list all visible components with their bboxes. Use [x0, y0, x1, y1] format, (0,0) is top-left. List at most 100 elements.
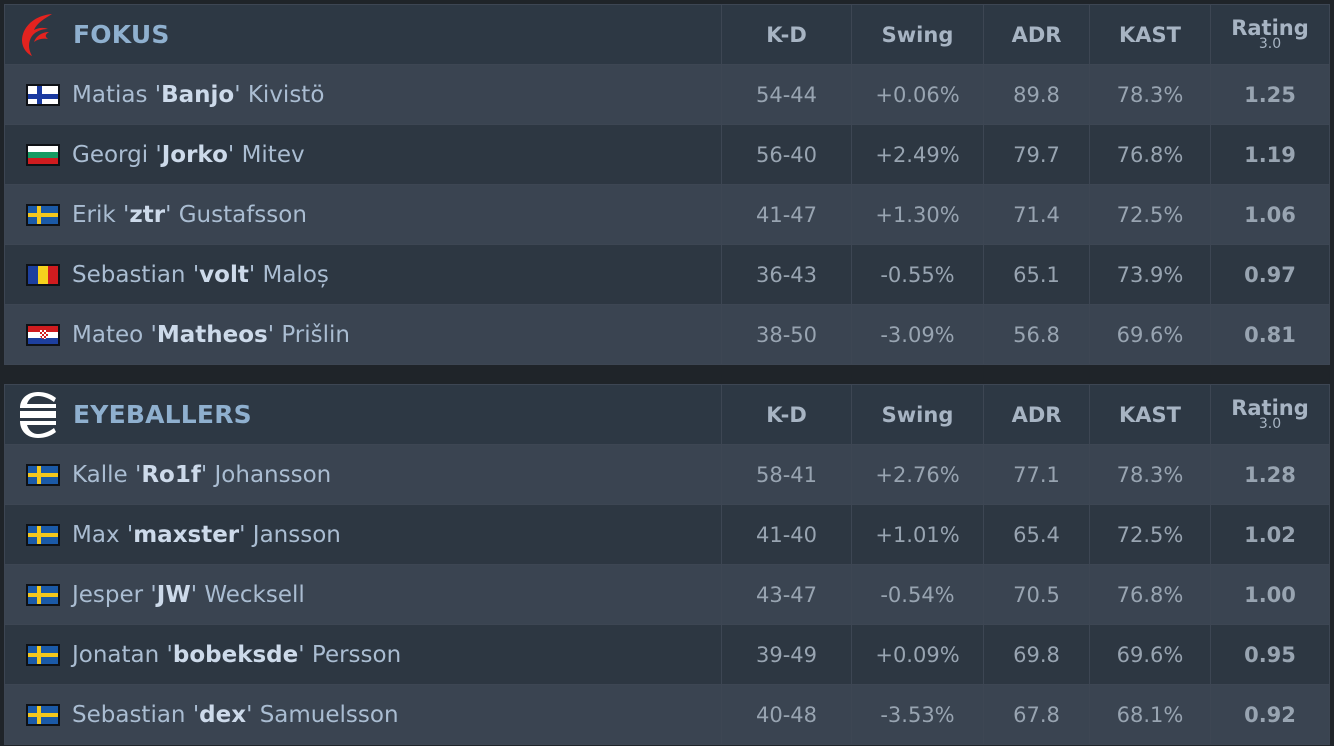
player-last-name: Wecksell — [204, 581, 305, 608]
romania-flag-icon — [26, 263, 60, 286]
player-cell: Max 'maxster' Jansson — [4, 504, 722, 565]
adr-cell: 56.8 — [983, 304, 1090, 365]
adr-cell: 65.1 — [983, 244, 1090, 305]
kd-cell: 56-40 — [721, 124, 852, 185]
team-name[interactable]: FOKUS — [73, 20, 170, 49]
player-first-name: Georgi — [72, 141, 149, 168]
kast-cell: 69.6% — [1089, 624, 1211, 685]
player-last-name: Kivistö — [247, 81, 325, 108]
player-last-name: Jansson — [252, 521, 341, 548]
rating-cell: 0.97 — [1210, 244, 1330, 305]
player-nickname: Jorko — [161, 141, 228, 168]
player-cell: Erik 'ztr' Gustafsson — [4, 184, 722, 245]
player-last-name: Mitev — [241, 141, 305, 168]
swing-cell: -0.55% — [851, 244, 984, 305]
player-nickname: JW — [156, 581, 191, 608]
table-row: Jesper 'JW' Wecksell 43-47 -0.54% 70.5 76.8%… — [4, 564, 1330, 625]
kd-cell: 36-43 — [721, 244, 852, 305]
adr-cell: 65.4 — [983, 504, 1090, 565]
player-last-name: Gustafsson — [178, 201, 307, 228]
player-cell: Sebastian 'dex' Samuelsson — [4, 684, 722, 745]
player-name-link[interactable]: Erik 'ztr' Gustafsson — [72, 201, 307, 228]
swing-cell: -0.54% — [851, 564, 984, 625]
rating-column-header: Rating 3.0 — [1210, 4, 1330, 65]
player-cell: Georgi 'Jorko' Mitev — [4, 124, 722, 185]
player-cell: Jesper 'JW' Wecksell — [4, 564, 722, 625]
team-stats-table-eyeballers: EYEBALLERS K-D Swing ADR KAST Rating 3.0 … — [4, 384, 1330, 745]
eyeballers-logo-icon[interactable] — [17, 391, 59, 439]
swing-cell: +0.06% — [851, 64, 984, 125]
rating-cell: 1.28 — [1210, 444, 1330, 505]
swing-cell: +2.76% — [851, 444, 984, 505]
adr-column-header: ADR — [983, 4, 1090, 65]
sweden-flag-icon — [26, 703, 60, 726]
table-row: Jonatan 'bobeksde' Persson 39-49 +0.09% 69.… — [4, 624, 1330, 685]
player-first-name: Matias — [72, 81, 148, 108]
player-last-name: Maloș — [262, 261, 329, 288]
player-first-name: Max — [72, 521, 120, 548]
sweden-flag-icon — [26, 583, 60, 606]
table-header: EYEBALLERS K-D Swing ADR KAST Rating 3.0 — [4, 384, 1330, 445]
player-name-link[interactable]: Jonatan 'bobeksde' Persson — [72, 641, 402, 668]
swing-cell: +1.01% — [851, 504, 984, 565]
player-name-link[interactable]: Mateo 'Matheos' Prišlin — [72, 321, 350, 348]
adr-cell: 70.5 — [983, 564, 1090, 625]
player-first-name: Sebastian — [72, 261, 186, 288]
adr-cell: 89.8 — [983, 64, 1090, 125]
player-nickname: maxster — [133, 521, 240, 548]
swing-cell: -3.53% — [851, 684, 984, 745]
red-wing-logo-icon[interactable] — [17, 11, 59, 59]
table-row: Max 'maxster' Jansson 41-40 +1.01% 65.4 72.5… — [4, 504, 1330, 565]
swing-cell: +2.49% — [851, 124, 984, 185]
kast-cell: 78.3% — [1089, 444, 1211, 505]
kast-cell: 69.6% — [1089, 304, 1211, 365]
finland-flag-icon — [26, 83, 60, 106]
kast-cell: 76.8% — [1089, 124, 1211, 185]
bulgaria-flag-icon — [26, 143, 60, 166]
player-first-name: Jonatan — [72, 641, 160, 668]
table-row: Georgi 'Jorko' Mitev 56-40 +2.49% 79.7 76.8%… — [4, 124, 1330, 185]
kast-cell: 72.5% — [1089, 504, 1211, 565]
player-last-name: Prišlin — [281, 321, 350, 348]
kd-cell: 41-40 — [721, 504, 852, 565]
table-row: Matias 'Banjo' Kivistö 54-44 +0.06% 89.8 78.… — [4, 64, 1330, 125]
sweden-flag-icon — [26, 643, 60, 666]
kd-cell: 40-48 — [721, 684, 852, 745]
player-name-link[interactable]: Jesper 'JW' Wecksell — [72, 581, 305, 608]
player-last-name: Samuelsson — [259, 701, 399, 728]
kd-cell: 38-50 — [721, 304, 852, 365]
rating-cell: 1.00 — [1210, 564, 1330, 625]
kast-cell: 73.9% — [1089, 244, 1211, 305]
player-first-name: Sebastian — [72, 701, 186, 728]
rating-cell: 1.19 — [1210, 124, 1330, 185]
player-cell: Kalle 'Ro1f' Johansson — [4, 444, 722, 505]
player-name-link[interactable]: Matias 'Banjo' Kivistö — [72, 81, 325, 108]
rating-cell: 0.81 — [1210, 304, 1330, 365]
player-name-link[interactable]: Sebastian 'volt' Maloș — [72, 261, 329, 288]
table-row: Erik 'ztr' Gustafsson 41-47 +1.30% 71.4 72.5… — [4, 184, 1330, 245]
player-nickname: Ro1f — [141, 461, 201, 488]
swing-cell: +0.09% — [851, 624, 984, 685]
adr-cell: 69.8 — [983, 624, 1090, 685]
swing-cell: -3.09% — [851, 304, 984, 365]
team-header-cell: EYEBALLERS — [4, 384, 722, 445]
kd-cell: 43-47 — [721, 564, 852, 625]
player-nickname: volt — [199, 261, 249, 288]
kast-cell: 78.3% — [1089, 64, 1211, 125]
team-header-cell: FOKUS — [4, 4, 722, 65]
player-name-link[interactable]: Max 'maxster' Jansson — [72, 521, 341, 548]
adr-cell: 71.4 — [983, 184, 1090, 245]
player-name-link[interactable]: Sebastian 'dex' Samuelsson — [72, 701, 399, 728]
swing-cell: +1.30% — [851, 184, 984, 245]
kast-column-header: KAST — [1089, 4, 1211, 65]
sweden-flag-icon — [26, 463, 60, 486]
player-cell: Sebastian 'volt' Maloș — [4, 244, 722, 305]
sweden-flag-icon — [26, 203, 60, 226]
player-name-link[interactable]: Kalle 'Ro1f' Johansson — [72, 461, 332, 488]
player-nickname: dex — [199, 701, 247, 728]
team-stats-table-fokus: FOKUS K-D Swing ADR KAST Rating 3.0 Matia… — [4, 4, 1330, 365]
rating-column-header: Rating 3.0 — [1210, 384, 1330, 445]
team-name[interactable]: EYEBALLERS — [73, 400, 252, 429]
adr-cell: 67.8 — [983, 684, 1090, 745]
player-name-link[interactable]: Georgi 'Jorko' Mitev — [72, 141, 305, 168]
